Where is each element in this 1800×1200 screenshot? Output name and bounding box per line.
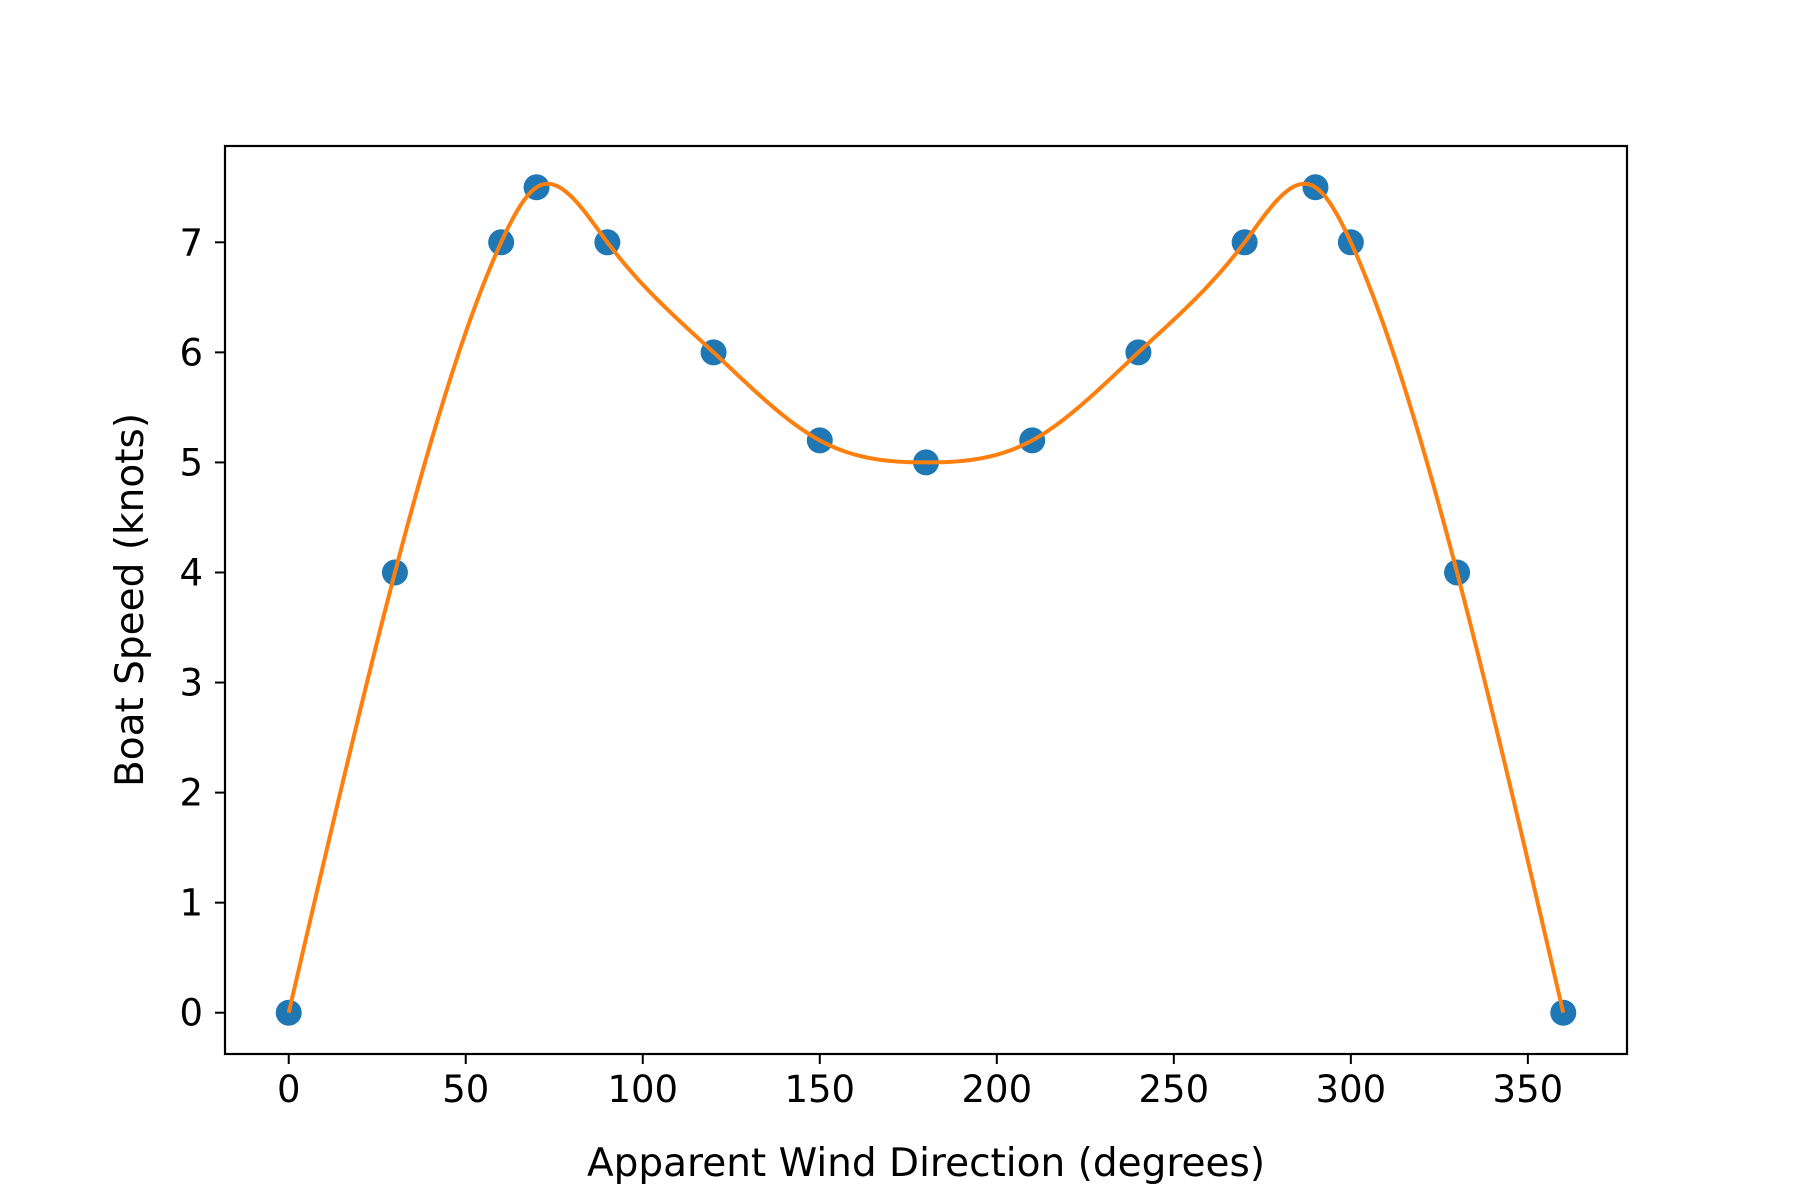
x-axis-label: Apparent Wind Direction (degrees) [587, 1141, 1265, 1186]
fit-line [286, 181, 1566, 1014]
axes-frame [223, 144, 1629, 1056]
x-tick-label: 250 [1139, 1068, 1210, 1111]
x-tick-label: 0 [277, 1068, 301, 1111]
y-axis-ticks: 0 1 2 3 4 5 6 7 [179, 221, 225, 1035]
x-tick-label: 200 [961, 1068, 1032, 1111]
y-tick-label: 6 [179, 331, 203, 374]
plot-area [275, 174, 1577, 1026]
y-tick-label: 5 [179, 441, 203, 484]
y-tick-label: 3 [179, 662, 203, 705]
y-tick-label: 4 [179, 551, 203, 594]
y-tick-label: 7 [179, 221, 203, 264]
x-tick-label: 350 [1493, 1068, 1564, 1111]
x-axis-ticks: 0 50 100 150 200 250 300 350 [277, 1054, 1563, 1111]
x-tick-label: 50 [442, 1068, 489, 1111]
y-tick-label: 2 [179, 772, 203, 815]
x-tick-label: 100 [607, 1068, 678, 1111]
y-axis-label: Boat Speed (knots) [108, 413, 153, 787]
x-tick-label: 300 [1316, 1068, 1387, 1111]
y-tick-label: 1 [179, 882, 203, 925]
y-tick-label: 0 [179, 992, 203, 1035]
x-tick-label: 150 [784, 1068, 855, 1111]
